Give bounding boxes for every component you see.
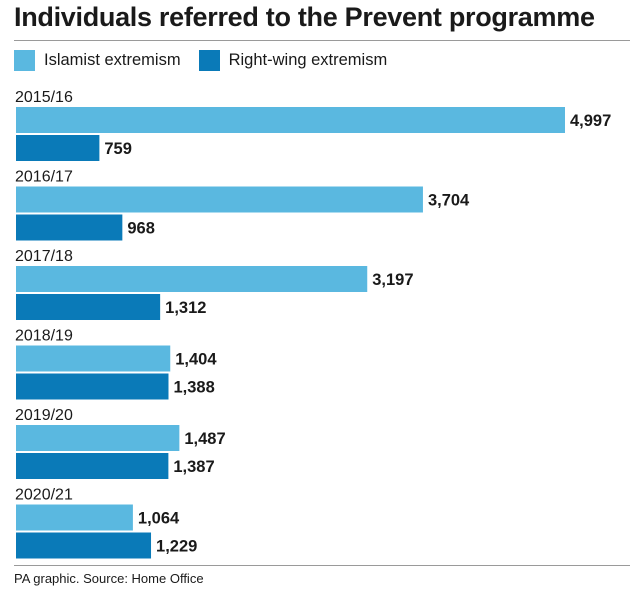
value-label-right-wing-extremism-2019-20: 1,387 [173,458,214,476]
top-divider [14,40,630,41]
value-label-right-wing-extremism-2017-18: 1,312 [165,299,206,317]
value-label-islamist-extremism-2015-16: 4,997 [570,112,611,130]
legend-item-islamist: Islamist extremism [14,50,181,71]
bar-right-wing-extremism-2018-19 [16,373,169,400]
category-label-2015-16: 2015/16 [15,89,73,106]
bar-islamist-extremism-2017-18 [16,266,368,292]
value-label-islamist-extremism-2019-20: 1,487 [184,430,225,448]
legend-label-right-wing: Right-wing extremism [228,51,388,69]
source-note: PA graphic. Source: Home Office [14,571,204,586]
category-label-2017-18: 2017/18 [15,248,73,265]
bar-islamist-extremism-2016-17 [16,186,423,213]
bar-islamist-extremism-2019-20 [16,425,180,451]
value-label-islamist-extremism-2018-19: 1,404 [175,351,217,369]
bar-islamist-extremism-2018-19 [16,345,171,372]
chart-title: Individuals referred to the Prevent prog… [14,2,595,32]
bar-right-wing-extremism-2019-20 [16,453,169,479]
bar-right-wing-extremism-2016-17 [16,214,123,241]
bar-right-wing-extremism-2017-18 [16,294,161,320]
bar-right-wing-extremism-2015-16 [16,135,100,161]
value-label-islamist-extremism-2020-21: 1,064 [138,510,180,528]
category-label-2018-19: 2018/19 [15,328,73,345]
value-label-islamist-extremism-2017-18: 3,197 [372,271,413,289]
legend-label-islamist: Islamist extremism [44,51,181,69]
category-label-2016-17: 2016/17 [15,169,73,186]
value-label-right-wing-extremism-2015-16: 759 [104,140,132,158]
legend-swatch-right-wing [198,50,220,71]
bar-right-wing-extremism-2020-21 [16,532,152,559]
value-label-right-wing-extremism-2020-21: 1,229 [156,538,197,556]
value-label-right-wing-extremism-2016-17: 968 [127,220,155,238]
bottom-divider [14,565,630,566]
legend-item-right-wing: Right-wing extremism [198,50,388,71]
legend-swatch-islamist [14,50,35,71]
bar-islamist-extremism-2020-21 [16,504,133,531]
bar-islamist-extremism-2015-16 [16,107,565,133]
category-label-2020-21: 2020/21 [15,487,73,504]
category-label-2019-20: 2019/20 [15,407,73,424]
legend: Islamist extremism Right-wing extremism [14,50,405,71]
value-label-right-wing-extremism-2018-19: 1,388 [173,379,214,397]
value-label-islamist-extremism-2016-17: 3,704 [428,192,470,210]
